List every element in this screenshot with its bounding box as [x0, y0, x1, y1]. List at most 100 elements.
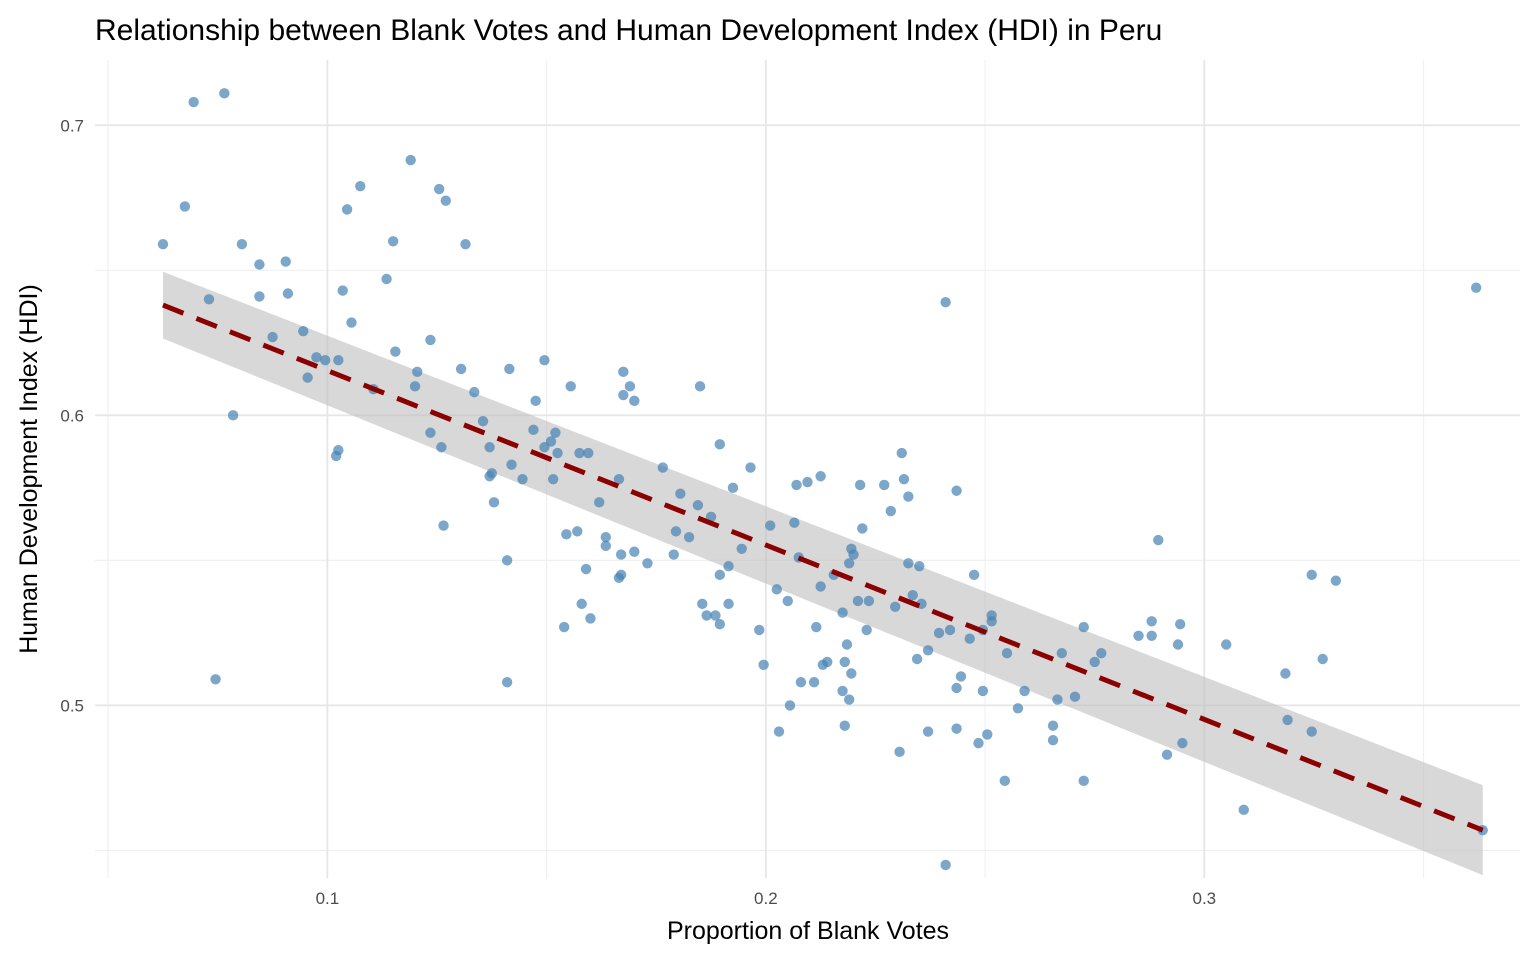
data-point — [585, 613, 596, 624]
x-axis-title: Proportion of Blank Votes — [667, 917, 949, 945]
data-point — [896, 447, 907, 459]
data-point — [488, 497, 500, 508]
data-point — [841, 639, 853, 650]
y-tick-label: 0.7 — [60, 116, 84, 135]
data-point — [337, 285, 348, 296]
data-point — [907, 589, 918, 601]
data-point — [914, 560, 925, 572]
data-point — [1282, 714, 1293, 726]
data-point — [615, 569, 627, 581]
data-point — [267, 331, 278, 343]
data-point — [188, 96, 199, 108]
data-point — [484, 442, 495, 453]
chart-title: Relationship between Blank Votes and Hum… — [95, 14, 1162, 47]
data-point — [852, 595, 864, 607]
data-point — [815, 581, 826, 592]
data-point — [236, 238, 248, 250]
data-point — [1096, 647, 1107, 659]
data-point — [425, 427, 436, 438]
x-tick-label: 0.1 — [316, 889, 340, 908]
data-point — [968, 569, 980, 581]
data-point — [227, 410, 239, 421]
data-point — [898, 473, 910, 485]
data-point — [219, 88, 230, 99]
data-point — [600, 531, 612, 543]
data-point — [815, 471, 826, 482]
data-point — [808, 677, 820, 688]
data-point — [736, 543, 747, 554]
data-point — [802, 476, 813, 488]
data-point — [944, 624, 956, 636]
data-point — [624, 381, 636, 392]
data-point — [683, 531, 695, 543]
data-point — [1153, 534, 1164, 546]
data-point — [1161, 749, 1173, 760]
data-point — [795, 677, 807, 688]
data-point — [455, 363, 467, 375]
data-point — [550, 427, 561, 438]
data-point — [319, 355, 331, 366]
y-tick-label: 0.5 — [60, 696, 84, 715]
data-point — [951, 682, 962, 694]
data-point — [940, 859, 951, 871]
data-point — [933, 627, 945, 639]
data-point — [964, 633, 975, 644]
data-point — [889, 601, 901, 612]
data-point — [594, 497, 605, 508]
data-point — [341, 204, 353, 215]
data-point — [771, 584, 783, 595]
data-point — [940, 297, 951, 308]
data-point — [986, 616, 997, 627]
data-point — [1056, 647, 1068, 659]
confidence-band-layer — [162, 271, 1483, 876]
data-point — [412, 366, 423, 378]
data-point — [580, 563, 592, 575]
data-point — [1078, 775, 1089, 787]
data-point — [1174, 618, 1186, 630]
data-point — [822, 656, 833, 668]
data-point — [565, 381, 576, 392]
data-point — [765, 520, 776, 531]
data-point — [811, 621, 822, 633]
data-point — [501, 677, 513, 688]
y-tick-label: 0.6 — [60, 406, 84, 425]
data-point — [1470, 282, 1482, 293]
data-point — [745, 462, 756, 473]
trend-line-layer — [162, 302, 1484, 833]
data-point — [675, 488, 686, 499]
data-point — [1133, 630, 1144, 641]
data-point — [203, 294, 215, 305]
data-point — [642, 558, 653, 569]
data-point — [387, 236, 399, 247]
data-point — [782, 595, 793, 607]
data-point — [951, 485, 962, 496]
data-point — [668, 549, 679, 560]
data-point — [861, 624, 872, 636]
data-point — [282, 288, 294, 299]
data-point — [791, 479, 802, 491]
data-point — [629, 395, 640, 407]
data-point — [710, 610, 721, 621]
data-point — [1221, 639, 1232, 650]
data-point — [558, 621, 570, 633]
data-point — [1177, 737, 1188, 749]
data-point — [854, 479, 866, 491]
data-point — [1019, 685, 1030, 697]
data-point — [951, 723, 962, 734]
x-axis-ticks: 0.1 0.2 0.3 — [316, 889, 1217, 908]
data-point — [545, 436, 557, 447]
data-point — [1078, 621, 1089, 633]
data-point — [911, 653, 923, 665]
data-point — [572, 526, 583, 537]
data-point — [210, 674, 221, 685]
data-point — [539, 355, 550, 366]
data-point — [754, 624, 765, 636]
data-point — [440, 195, 451, 206]
data-point — [657, 462, 669, 473]
confidence-band — [162, 271, 1483, 876]
data-point — [1069, 691, 1081, 702]
data-point — [1047, 735, 1059, 746]
data-point — [843, 558, 855, 569]
data-point — [694, 381, 706, 392]
